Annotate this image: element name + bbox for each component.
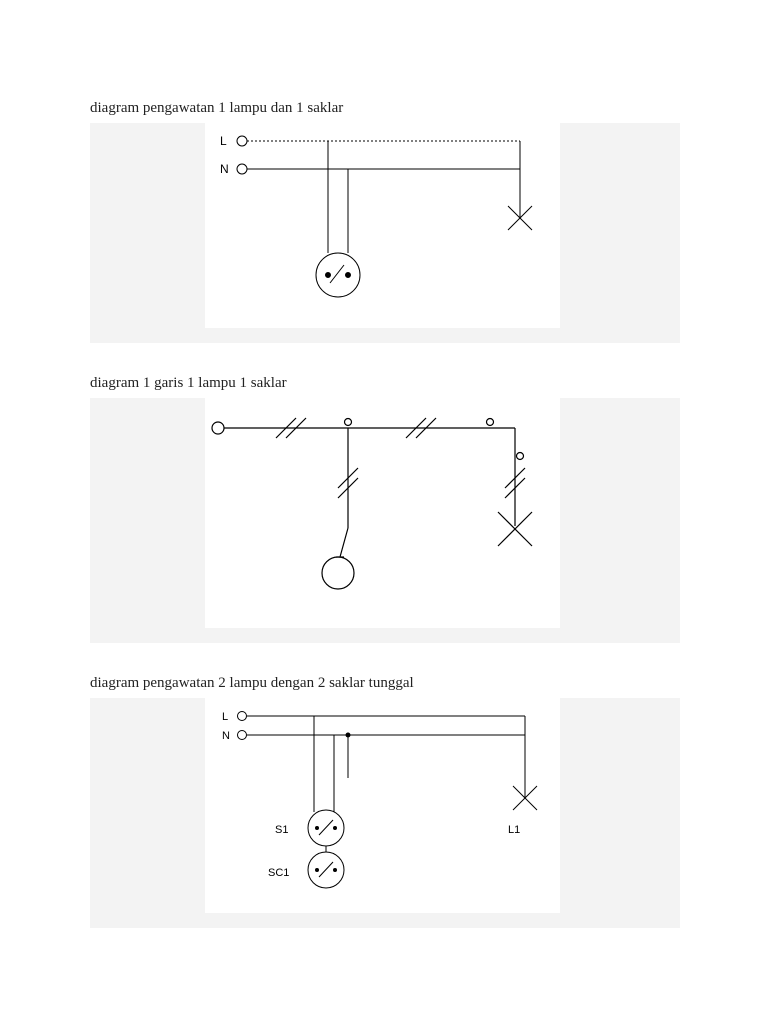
wiring-diagram-2: L N S1 SC1 L1: [90, 698, 680, 928]
diagram-caption-3: diagram pengawatan 2 lampu dengan 2 sakl…: [90, 675, 678, 692]
document-page: diagram pengawatan 1 lampu dan 1 saklar: [0, 0, 768, 1000]
diagram-caption-2: diagram 1 garis 1 lampu 1 saklar: [90, 375, 678, 392]
svg-text:S1: S1: [275, 824, 288, 836]
svg-text:N: N: [222, 730, 230, 742]
diagram-caption-1: diagram pengawatan 1 lampu dan 1 saklar: [90, 100, 678, 117]
diagram-block-2: [90, 398, 680, 643]
svg-text:L: L: [222, 711, 228, 723]
single-line-diagram: [90, 398, 680, 643]
diagram-block-3: L N S1 SC1 L1: [90, 698, 680, 928]
wiring-diagram-1: L N: [90, 123, 680, 343]
svg-text:SC1: SC1: [268, 867, 289, 879]
svg-text:L1: L1: [508, 824, 520, 836]
svg-text:N: N: [220, 162, 229, 176]
diagram-block-1: L N: [90, 123, 680, 343]
svg-text:L: L: [220, 134, 227, 148]
